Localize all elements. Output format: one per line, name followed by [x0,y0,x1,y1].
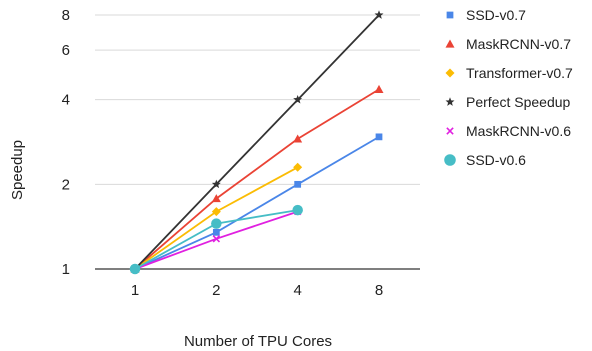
legend-label: SSD-v0.7 [466,7,526,23]
y-tick-label: 1 [62,261,70,278]
legend-marker-ssd-v0-7 [446,11,454,19]
series-line-perfect-speedup [134,14,380,270]
x-tick-label: 8 [375,282,383,299]
data-point-ssd-v0-6 [129,263,141,275]
gridlines [95,14,420,270]
x-axis-label: Number of TPU Cores [184,333,332,350]
y-tick-label: 6 [62,42,70,59]
data-point-perfect-speedup [211,179,221,189]
legend-marker-maskrcnn-v0-6 [446,127,454,135]
data-point-perfect-speedup [374,10,384,19]
data-point-maskrcnn-v0-7 [374,84,384,94]
y-axis-label: Speedup [9,140,26,200]
legend: SSD-v0.7 MaskRCNN-v0.7 Transformer-v0.7 Per… [444,7,573,168]
series-lines [134,14,380,270]
data-point-ssd-v0-7 [294,180,302,188]
legend-label: SSD-v0.6 [466,152,526,168]
data-point-ssd-v0-7 [375,133,383,141]
series-line-maskrcnn-v0-7 [134,88,380,270]
data-point-ssd-v0-6 [292,204,303,216]
legend-label: MaskRCNN-v0.6 [466,123,571,139]
legend-item-transformer-v0-7: Transformer-v0.7 [445,65,573,81]
y-tick-labels: 1 2 4 6 8 [62,7,70,278]
legend-marker-ssd-v0-6 [444,154,456,166]
data-point-transformer-v0-7 [293,162,303,172]
legend-label: Transformer-v0.7 [466,65,573,81]
y-tick-label: 2 [62,176,70,193]
data-point-maskrcnn-v0-7 [211,194,221,203]
data-point-perfect-speedup [293,94,303,104]
legend-label: MaskRCNN-v0.7 [466,36,571,52]
legend-item-maskrcnn-v0-6: MaskRCNN-v0.6 [446,123,571,139]
legend-item-ssd-v0-7: SSD-v0.7 [446,7,526,23]
data-point-transformer-v0-7 [211,207,221,217]
legend-marker-maskrcnn-v0-7 [445,39,455,48]
legend-marker-transformer-v0-7 [445,68,455,78]
legend-item-maskrcnn-v0-7: MaskRCNN-v0.7 [445,36,571,52]
data-point-ssd-v0-6 [211,218,222,229]
data-point-ssd-v0-7 [212,228,220,236]
x-tick-label: 2 [212,282,220,299]
y-tick-label: 8 [62,7,70,24]
x-tick-labels: 1 2 4 8 [131,282,383,299]
x-tick-label: 1 [131,282,139,299]
legend-label: Perfect Speedup [466,94,571,110]
x-tick-label: 4 [293,282,301,299]
legend-item-perfect-speedup: Perfect Speedup [445,94,571,110]
y-tick-label: 4 [62,92,70,109]
legend-item-ssd-v0-6: SSD-v0.6 [444,152,526,168]
series-line-ssd-v0-7 [134,136,380,270]
series-markers [129,10,384,275]
data-point-maskrcnn-v0-6 [212,235,221,243]
data-point-maskrcnn-v0-7 [293,134,303,143]
legend-marker-perfect-speedup [445,97,455,106]
